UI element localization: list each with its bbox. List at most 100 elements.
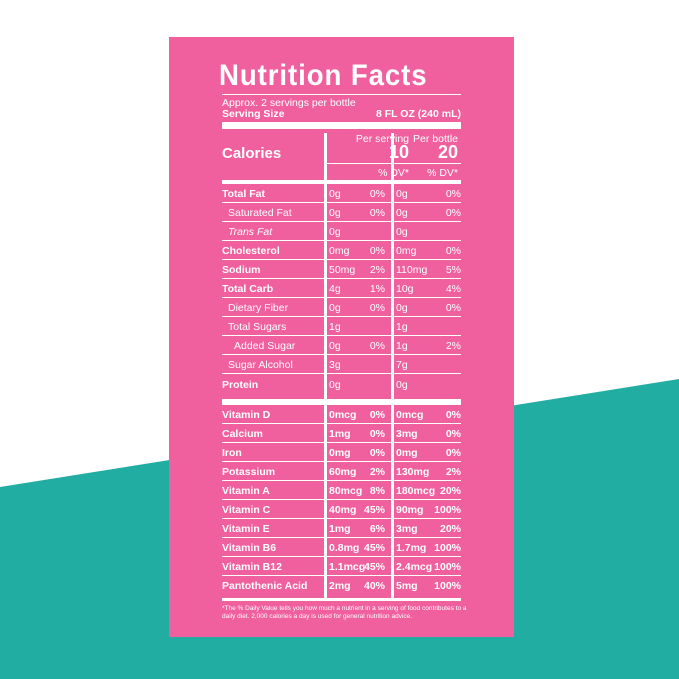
nutrient-row-added-sugar: Added Sugar 0g 0% 1g 2%	[222, 336, 461, 355]
dv-per-serving: 2%	[369, 264, 385, 276]
vitamin-label: Iron	[222, 447, 242, 459]
vitamin-row-vitamin-a: Vitamin A 80mcg 8% 180mcg 20%	[222, 481, 461, 500]
dv-per-bottle: 0%	[445, 409, 461, 421]
title-rule	[222, 94, 461, 95]
row-rule	[222, 537, 461, 538]
nutrient-label: Added Sugar	[234, 340, 296, 352]
nutrient-label: Cholesterol	[222, 245, 280, 257]
vitamin-label: Calcium	[222, 428, 263, 440]
dv-per-bottle: 0%	[445, 447, 461, 459]
nutrient-row-saturated-fat: Saturated Fat 0g 0% 0g 0%	[222, 203, 461, 222]
row-rule	[222, 221, 461, 222]
amount-per-serving: 1mg	[329, 523, 351, 535]
amount-per-bottle: 3mg	[396, 523, 418, 535]
amount-per-bottle: 0mg	[396, 447, 418, 459]
nutrient-label: Sugar Alcohol	[228, 359, 293, 371]
amount-per-serving: 0mcg	[329, 409, 357, 421]
row-rule	[222, 499, 461, 500]
dv-per-bottle: 0%	[445, 207, 461, 219]
daily-value-footnote: *The % Daily Value tells you how much a …	[222, 605, 467, 620]
vitamin-row-potassium: Potassium 60mg 2% 130mg 2%	[222, 462, 461, 481]
dv-per-serving: 6%	[369, 523, 385, 535]
dv-per-serving: 45%	[363, 542, 385, 554]
vitamin-row-vitamin-c: Vitamin C 40mg 45% 90mg 100%	[222, 500, 461, 519]
vitamin-row-pantothenic-acid: Pantothenic Acid 2mg 40% 5mg 100%	[222, 576, 461, 595]
amount-per-bottle: 3mg	[396, 428, 418, 440]
vitamin-row-vitamin-d: Vitamin D 0mcg 0% 0mcg 0%	[222, 405, 461, 424]
calories-thick-rule	[222, 180, 461, 184]
nutrient-label: Trans Fat	[228, 226, 273, 238]
nutrient-label: Total Sugars	[228, 321, 287, 333]
amount-per-bottle: 2.4mcg	[396, 561, 433, 573]
dv-per-serving: 1%	[369, 283, 385, 295]
dv-per-bottle: 100%	[434, 561, 461, 573]
amount-per-serving: 0g	[329, 226, 341, 238]
row-rule	[222, 259, 461, 260]
row-rule	[222, 335, 461, 336]
amount-per-serving: 0g	[329, 302, 341, 314]
protein-thick-rule	[222, 399, 461, 405]
dv-per-serving: 0%	[369, 302, 385, 314]
row-rule	[222, 423, 461, 424]
vitamin-label: Vitamin D	[222, 409, 271, 421]
amount-per-serving: 0g	[329, 340, 341, 352]
nutrient-label: Saturated Fat	[228, 207, 292, 219]
column-separator-1	[324, 133, 327, 401]
amount-per-serving: 0g	[329, 379, 341, 391]
nutrition-facts-label: Nutrition Facts Approx. 2 servings per b…	[169, 37, 514, 637]
amount-per-serving: 3g	[329, 359, 341, 371]
amount-per-bottle: 180mcg	[396, 485, 436, 497]
amount-per-serving: 50mg	[329, 264, 356, 276]
amount-per-bottle: 7g	[396, 359, 408, 371]
amount-per-bottle: 90mg	[396, 504, 424, 516]
amount-per-bottle: 0mg	[396, 245, 417, 257]
row-rule	[222, 480, 461, 481]
amount-per-serving: 60mg	[329, 466, 357, 478]
row-rule	[222, 518, 461, 519]
amount-per-serving: 80mcg	[329, 485, 363, 497]
amount-per-bottle: 0g	[396, 207, 408, 219]
vitamin-row-vitamin-b6: Vitamin B6 0.8mg 45% 1.7mg 100%	[222, 538, 461, 557]
dv-per-bottle: 2%	[445, 340, 461, 352]
amount-per-serving: 4g	[329, 283, 341, 295]
nutrient-row-trans-fat: Trans Fat 0g 0g	[222, 222, 461, 241]
vitamin-label: Vitamin B12	[222, 561, 282, 573]
dv-per-bottle: 20%	[439, 485, 461, 497]
dv-per-bottle: 0%	[445, 302, 461, 314]
vitamin-row-calcium: Calcium 1mg 0% 3mg 0%	[222, 424, 461, 443]
row-rule	[222, 297, 461, 298]
row-rule	[222, 202, 461, 203]
amount-per-serving: 1mg	[329, 428, 351, 440]
amount-per-bottle: 10g	[396, 283, 414, 295]
vitamin-label: Pantothenic Acid	[222, 580, 308, 592]
dv-per-bottle: 0%	[445, 245, 461, 257]
amount-per-bottle: 0mcg	[396, 409, 424, 421]
dv-header-serving: % DV*	[378, 167, 409, 179]
serving-size-thick-rule	[222, 122, 461, 129]
calories-per-serving: 10	[388, 142, 409, 162]
nutrient-label: Total Carb	[222, 283, 274, 295]
dv-per-bottle: 0%	[445, 428, 461, 440]
nutrient-row-cholesterol: Cholesterol 0mg 0% 0mg 0%	[222, 241, 461, 260]
row-rule	[222, 354, 461, 355]
amount-per-bottle: 130mg	[396, 466, 430, 478]
vitamin-label: Vitamin A	[222, 485, 270, 497]
nutrient-row-dietary-fiber: Dietary Fiber 0g 0% 0g 0%	[222, 298, 461, 317]
vitamin-row-vitamin-e: Vitamin E 1mg 6% 3mg 20%	[222, 519, 461, 538]
column-separator-2	[391, 133, 394, 401]
serving-size-value: 8 FL OZ (240 mL)	[376, 108, 461, 120]
per-bottle-header: Per bottle	[413, 133, 458, 145]
nutrient-row-total-sugars: Total Sugars 1g 1g	[222, 317, 461, 336]
amount-per-serving: 40mg	[329, 504, 357, 516]
dv-per-serving: 0%	[369, 409, 385, 421]
dv-per-serving: 0%	[369, 245, 385, 257]
vitamin-label: Vitamin C	[222, 504, 271, 516]
row-rule	[222, 461, 461, 462]
dv-per-serving: 40%	[363, 580, 385, 592]
row-rule	[222, 575, 461, 576]
amount-per-serving: 0.8mg	[329, 542, 360, 554]
vitamin-row-vitamin-b12: Vitamin B12 1.1mcg 45% 2.4mcg 100%	[222, 557, 461, 576]
amount-per-serving: 0g	[329, 188, 341, 200]
nutrient-row-total-fat: Total Fat 0g 0% 0g 0%	[222, 184, 461, 203]
servings-per-container: Approx. 2 servings per bottle	[222, 97, 356, 109]
